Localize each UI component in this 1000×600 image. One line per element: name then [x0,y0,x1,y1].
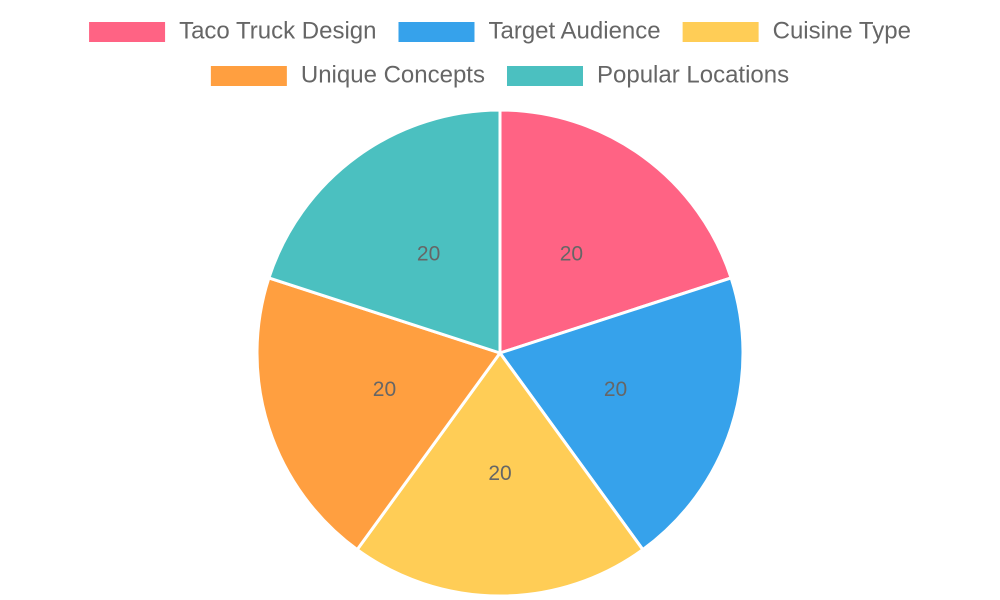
slice-label: 20 [373,378,396,401]
pie-slice [255,276,503,552]
legend-label[interactable]: Popular Locations [597,61,789,88]
legend-label[interactable]: Target Audience [488,17,660,44]
slice-label: 20 [488,462,511,485]
legend-swatch[interactable] [398,22,475,42]
legend-label[interactable]: Taco Truck Design [179,17,376,44]
slice-label: 20 [560,242,583,265]
pie-slice [267,108,502,356]
slice-label: 20 [417,242,440,265]
legend-label[interactable]: Unique Concepts [301,61,485,88]
slice-label: 20 [604,378,627,401]
pie-slice [497,276,745,552]
pie-slice [355,350,645,598]
legend-label[interactable]: Cuisine Type [773,17,911,44]
legend-swatch[interactable] [89,22,166,42]
legend-swatch[interactable] [506,66,583,86]
legend-swatch[interactable] [682,22,759,42]
legend-swatch[interactable] [210,66,287,86]
pie-slice [498,108,733,356]
